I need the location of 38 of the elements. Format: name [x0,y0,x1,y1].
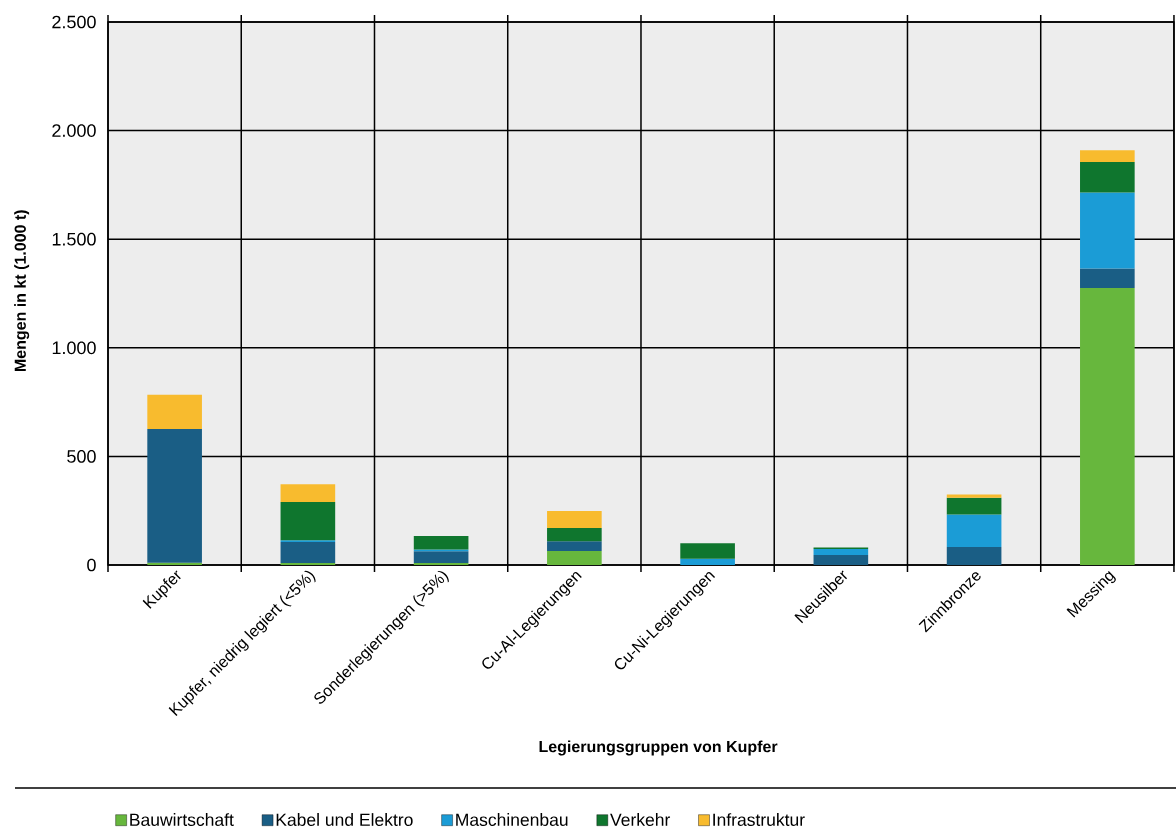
bar [1080,192,1135,269]
bar [280,541,336,564]
y-tick-label: 0 [87,558,96,572]
bar [413,536,469,550]
bar [280,502,336,541]
bar [1080,268,1135,289]
bar [547,528,602,542]
y-tick-label: 500 [67,450,96,463]
bar [547,541,602,552]
bar [1080,150,1135,163]
bar [147,562,202,565]
bar [946,514,1002,547]
bar [147,394,202,430]
y-tick-label: 1.500 [52,232,96,246]
bar [813,548,869,556]
y-tick-label: 1.000 [52,341,96,355]
bar [813,555,869,565]
legend-label: Kabel und Elektro [276,813,413,826]
bar [547,551,602,565]
y-tick-label: 2.000 [52,124,96,137]
bar [946,546,1002,565]
legend-label: Bauwirtschaft [130,813,234,826]
bar [1080,162,1135,193]
y-axis-title: Mengen in kt (1.000 t) [14,210,30,372]
bar [680,558,735,565]
bar [413,551,469,564]
y-tick-label: 2.500 [52,15,96,29]
legend-label: Maschinenbau [456,813,568,826]
legend-label: Infrastruktur [713,813,805,826]
bar [680,543,735,559]
bar [1080,288,1135,565]
bar [946,497,1002,515]
x-axis-title: Legierungsgruppen von Kupfer [539,740,778,756]
bar [147,429,202,563]
bar [547,510,602,529]
bar [946,494,1002,498]
legend-label: Verkehr [610,813,671,826]
bar [280,484,336,503]
